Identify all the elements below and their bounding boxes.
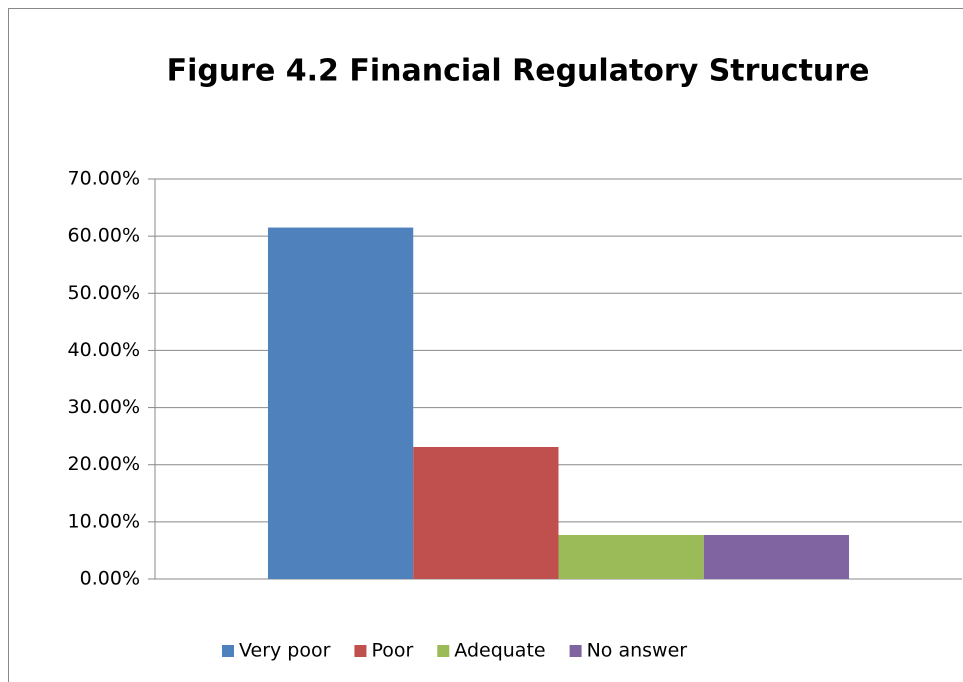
- chart-border: [8, 8, 963, 682]
- y-tick-label: 30.00%: [68, 396, 140, 418]
- legend-label: Poor: [371, 640, 413, 662]
- legend-label: No answer: [587, 640, 688, 662]
- legend-label: Very poor: [239, 640, 331, 662]
- bar: [267, 227, 414, 580]
- chart-title: Figure 4.2 Financial Regulatory Structur…: [167, 54, 870, 89]
- bar: [703, 535, 850, 579]
- y-tick-label: 20.00%: [68, 453, 140, 475]
- legend-swatch: [569, 645, 582, 657]
- y-tick-label: 70.00%: [68, 168, 140, 190]
- y-tick-label: 50.00%: [68, 282, 140, 304]
- y-tick-label: 10.00%: [68, 510, 140, 532]
- bar: [413, 447, 559, 579]
- y-tick-label: 0.00%: [80, 568, 140, 590]
- bar: [558, 535, 704, 579]
- y-tick-label: 60.00%: [68, 225, 140, 247]
- y-tick-label: 40.00%: [68, 339, 140, 361]
- legend-swatch: [354, 645, 367, 657]
- legend-swatch: [437, 645, 450, 657]
- legend-label: Adequate: [454, 640, 545, 662]
- legend-swatch: [222, 645, 234, 657]
